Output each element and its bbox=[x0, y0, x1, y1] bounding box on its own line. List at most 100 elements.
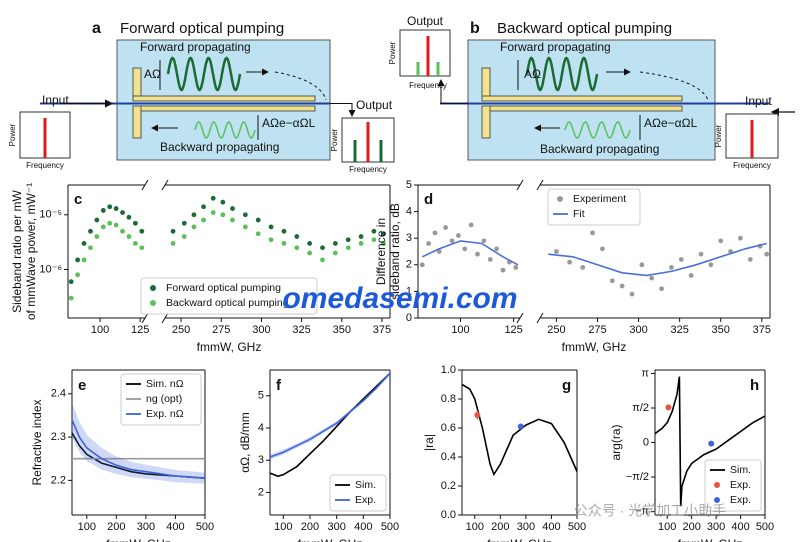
electrode bbox=[132, 95, 316, 102]
x-tick-label: 200 bbox=[682, 521, 700, 533]
y-tick-label: 4 bbox=[258, 422, 264, 434]
series-line bbox=[548, 242, 767, 277]
x-axis-label: fmmW, GHz bbox=[487, 537, 552, 542]
x-tick-label: 275 bbox=[212, 324, 230, 336]
data-point bbox=[139, 228, 145, 234]
data-point bbox=[371, 237, 377, 243]
data-point bbox=[88, 228, 93, 234]
label: Output bbox=[356, 98, 393, 112]
axis-break bbox=[536, 312, 544, 324]
diagram-title: Backward optical pumping bbox=[497, 20, 672, 37]
legend-box bbox=[547, 188, 641, 226]
label: Frequency bbox=[26, 161, 64, 170]
electrode bbox=[132, 105, 316, 112]
diagram-b: b Backward optical pumping Forward propa… bbox=[388, 14, 795, 170]
label: Backward propagating bbox=[160, 140, 279, 154]
axis-break bbox=[141, 312, 149, 324]
data-point bbox=[201, 217, 206, 223]
diagram-a: a Forward optical pumping Forward propag… bbox=[8, 20, 395, 174]
data-point bbox=[358, 240, 364, 246]
data-point bbox=[181, 220, 187, 226]
legend-swatch bbox=[150, 285, 156, 291]
data-point bbox=[113, 206, 119, 211]
electrode bbox=[481, 95, 683, 102]
x-tick-label: 100 bbox=[466, 521, 484, 533]
reflection bbox=[274, 71, 327, 101]
data-point bbox=[75, 257, 81, 263]
x-tick-label: 100 bbox=[451, 324, 469, 336]
data-point bbox=[281, 228, 287, 234]
forward-wave bbox=[166, 56, 242, 92]
data-point bbox=[107, 220, 113, 226]
x-tick-label: 500 bbox=[568, 521, 586, 533]
data-point bbox=[220, 212, 226, 218]
legend-box bbox=[329, 474, 387, 512]
data-point bbox=[139, 245, 145, 251]
data-point bbox=[113, 222, 119, 228]
x-tick-label: 400 bbox=[731, 521, 749, 533]
data-point bbox=[358, 234, 364, 239]
data-point bbox=[345, 245, 351, 251]
axis-break bbox=[161, 312, 169, 324]
legend-box bbox=[120, 373, 202, 426]
label: Power bbox=[388, 41, 397, 64]
axis-break bbox=[536, 179, 544, 191]
y-tick-label: 10⁻⁵ bbox=[39, 209, 62, 221]
legend-label: Fit bbox=[573, 208, 585, 220]
x-tick-label: 200 bbox=[301, 521, 319, 533]
data-point bbox=[94, 234, 100, 239]
label: AΩ bbox=[144, 67, 161, 81]
data-point bbox=[210, 210, 216, 215]
label: Backward propagating bbox=[540, 142, 659, 156]
label: Input bbox=[745, 94, 772, 108]
x-tick-label: 100 bbox=[91, 324, 109, 336]
x-tick-label: 375 bbox=[373, 324, 391, 336]
data-point bbox=[494, 246, 500, 252]
data-point bbox=[649, 275, 655, 281]
data-point bbox=[230, 217, 235, 223]
label: Power bbox=[714, 124, 723, 147]
label: Output bbox=[407, 14, 444, 28]
label: Forward propagating bbox=[140, 40, 251, 54]
y-tick-label: 0.0 bbox=[441, 509, 456, 521]
data-point bbox=[132, 220, 138, 226]
data-point bbox=[747, 257, 753, 262]
legend-swatch bbox=[714, 482, 720, 488]
legend-label: Exp. bbox=[355, 494, 376, 506]
data-point bbox=[665, 404, 672, 411]
error-band bbox=[72, 402, 205, 484]
data-point bbox=[698, 251, 704, 257]
y-tick-label: 3 bbox=[258, 454, 264, 466]
x-axis-label: fmmW, GHz bbox=[197, 340, 262, 354]
data-point bbox=[230, 206, 235, 211]
error-band bbox=[270, 371, 390, 460]
data-point bbox=[688, 273, 694, 278]
panel-letter: d bbox=[424, 191, 433, 208]
x-tick-label: 500 bbox=[196, 521, 214, 533]
y-tick-label: 1.0 bbox=[441, 364, 456, 376]
label: Forward propagating bbox=[500, 40, 611, 54]
data-point bbox=[517, 423, 524, 430]
label: Input bbox=[42, 93, 69, 107]
x-axis-label: fmmW, GHz bbox=[562, 340, 627, 354]
data-point bbox=[462, 246, 468, 252]
series-line bbox=[461, 383, 578, 477]
panel-letter: g bbox=[562, 377, 571, 394]
data-point bbox=[449, 238, 455, 244]
data-point bbox=[481, 238, 487, 244]
axis-break bbox=[516, 179, 524, 191]
x-axis-label: fmmW, GHz bbox=[678, 537, 743, 542]
panel-letter: a bbox=[92, 20, 101, 37]
x-tick-label: 300 bbox=[517, 521, 535, 533]
output-arrow bbox=[330, 103, 356, 117]
data-point bbox=[255, 217, 261, 223]
y-tick-label: 4 bbox=[406, 206, 412, 218]
data-point bbox=[268, 224, 274, 230]
y-tick-label: 0.8 bbox=[441, 393, 456, 405]
y-tick-label: 0.2 bbox=[441, 480, 456, 492]
x-axis-label: fmmW, GHz bbox=[106, 537, 171, 542]
data-point bbox=[107, 204, 113, 210]
x-tick-label: 500 bbox=[381, 521, 399, 533]
data-point bbox=[294, 234, 300, 239]
